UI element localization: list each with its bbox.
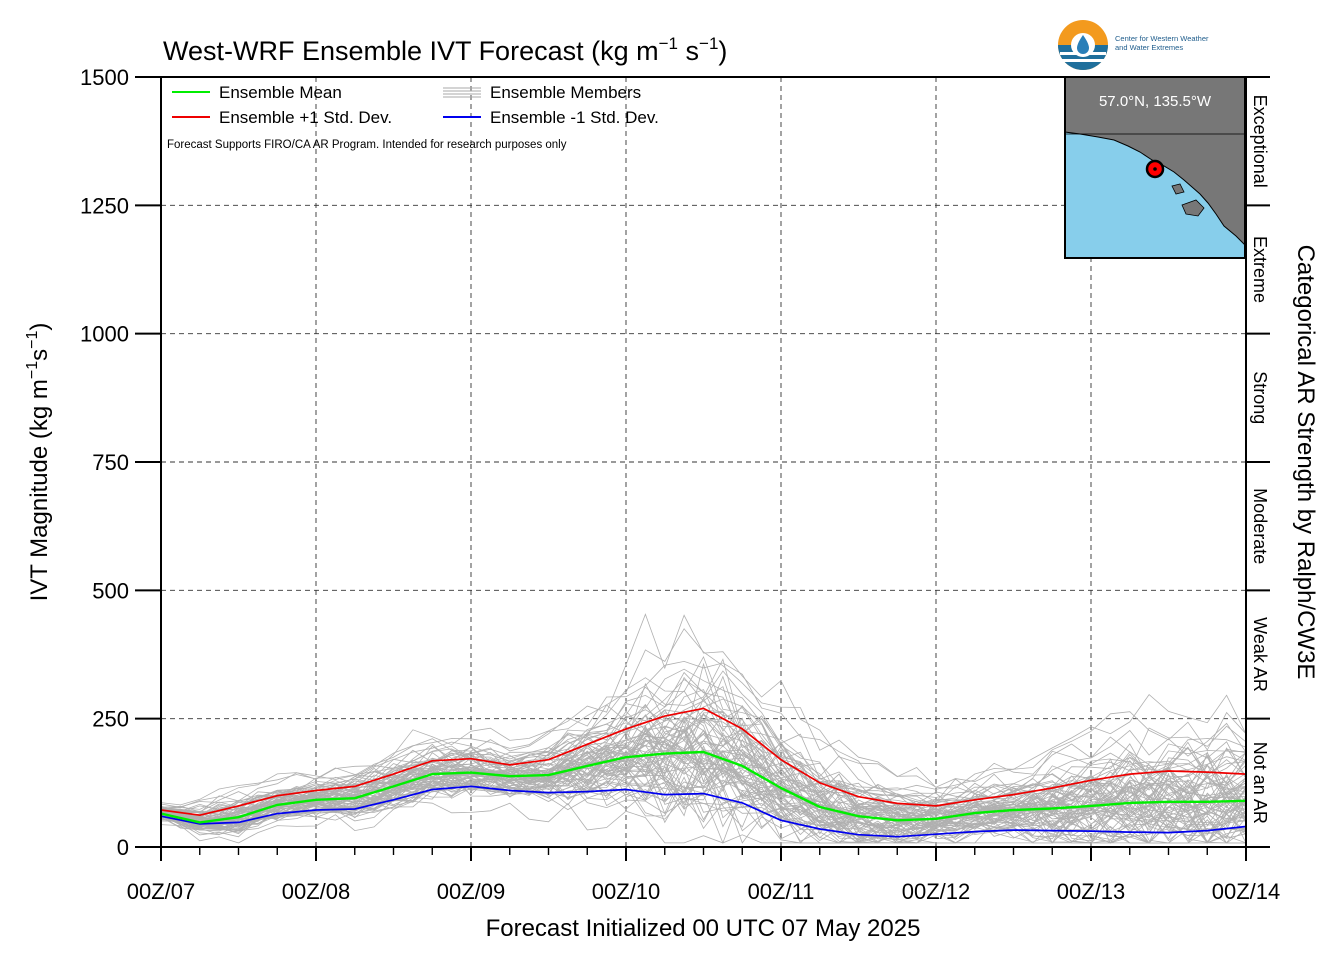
- x-tick-label-2: 00Z/09: [437, 879, 506, 904]
- research-note: Forecast Supports FIRO/CA AR Program. In…: [167, 139, 567, 151]
- logo-text-line1: Center for Western Weather: [1115, 34, 1209, 43]
- category-label-0: Not an AR: [1250, 742, 1270, 824]
- member-line-36: [160, 768, 1247, 844]
- ensemble-members: [160, 613, 1247, 845]
- x-tick-label-4: 00Z/11: [748, 879, 815, 904]
- y-tick-label-2: 500: [92, 578, 129, 603]
- inset-island: [1181, 199, 1205, 217]
- inset-location-label: 57.0°N, 135.5°W: [1099, 93, 1212, 110]
- member-line-64: [160, 764, 1247, 843]
- category-label-2: Moderate: [1250, 488, 1270, 564]
- y-tick-label-1: 250: [92, 707, 129, 732]
- plus-std-line: [160, 707, 1247, 817]
- member-line-72: [160, 740, 1247, 833]
- y-tick-label-0: 0: [117, 835, 129, 860]
- inset-island-small: [1171, 183, 1185, 195]
- y-tick-label-5: 1250: [80, 193, 129, 218]
- legend: Ensemble Mean Ensemble +1 Std. Dev. Ense…: [167, 83, 659, 151]
- member-line-15: [160, 660, 1247, 808]
- logo-drop-icon: [1077, 35, 1089, 54]
- cw3e-logo: Center for Western Weather and Water Ext…: [1058, 20, 1209, 70]
- category-labels: Not an AR Weak AR Moderate Strong Extreme Exc…: [1250, 95, 1270, 824]
- member-line-41: [160, 628, 1247, 808]
- member-line-20: [160, 779, 1247, 845]
- x-axis-label: Forecast Initialized 00 UTC 07 May 2025: [486, 915, 921, 942]
- member-line-28: [160, 716, 1247, 838]
- member-line-46: [160, 763, 1247, 841]
- member-line-68: [160, 754, 1247, 844]
- member-line-62: [160, 671, 1247, 813]
- member-line-47: [160, 719, 1247, 826]
- mean-line: [160, 750, 1247, 824]
- logo-text-line2: and Water Extremes: [1115, 43, 1183, 52]
- y-tick-label-6: 1500: [80, 65, 129, 90]
- member-line-61: [160, 670, 1247, 812]
- right-axis-label: Categorical AR Strength by Ralph/CW3E: [1292, 245, 1319, 680]
- member-line-75: [160, 754, 1247, 844]
- x-tick-label-6: 00Z/13: [1057, 879, 1126, 904]
- member-line-17: [160, 800, 1246, 844]
- category-label-5: Exceptional: [1250, 95, 1270, 188]
- x-tick-label-0: 00Z/07: [127, 879, 196, 904]
- member-line-74: [160, 776, 1247, 844]
- logo-water-icon: [1058, 45, 1108, 70]
- member-line-76: [160, 732, 1247, 830]
- x-tick-label-5: 00Z/12: [902, 879, 971, 904]
- x-tick-label-1: 00Z/08: [282, 879, 351, 904]
- category-label-4: Extreme: [1250, 236, 1270, 303]
- legend-plus-label: Ensemble +1 Std. Dev.: [219, 108, 392, 127]
- inset-frame: [1064, 76, 1246, 259]
- category-label-3: Strong: [1250, 371, 1270, 424]
- y-tick-label-3: 750: [92, 450, 129, 475]
- series-lines: [160, 707, 1247, 838]
- x-tick-label-3: 00Z/10: [592, 879, 661, 904]
- category-label-1: Weak AR: [1250, 617, 1270, 692]
- location-marker-center: [1153, 167, 1157, 171]
- axis-ticks: 00Z/07 00Z/08 00Z/09 00Z/10 00Z/11 00Z/12 00Z/…: [80, 65, 1280, 904]
- member-line-56: [160, 613, 1247, 806]
- member-line-49: [160, 655, 1247, 810]
- member-line-23: [160, 774, 1246, 844]
- location-inset-map: 57.0°N, 135.5°W: [1064, 76, 1246, 259]
- legend-minus-label: Ensemble -1 Std. Dev.: [490, 108, 659, 127]
- x-tick-label-7: 00Z/14: [1212, 879, 1281, 904]
- member-line-67: [160, 733, 1247, 823]
- member-line-8: [160, 668, 1247, 812]
- legend-mean-label: Ensemble Mean: [219, 83, 342, 102]
- member-line-44: [160, 690, 1247, 815]
- member-line-60: [160, 713, 1247, 832]
- grid-lines: [161, 77, 1246, 847]
- legend-members-label: Ensemble Members: [490, 83, 641, 102]
- member-line-78: [160, 779, 1247, 844]
- chart-title: West-WRF Ensemble IVT Forecast (kg m−1 s…: [163, 34, 727, 66]
- legend-swatch-members: [443, 87, 481, 98]
- y-tick-label-4: 1000: [80, 322, 129, 347]
- member-line-73: [160, 729, 1247, 836]
- y-axis-label: IVT Magnitude (kg m−1s−1): [24, 323, 53, 602]
- minus-std-line: [160, 785, 1247, 838]
